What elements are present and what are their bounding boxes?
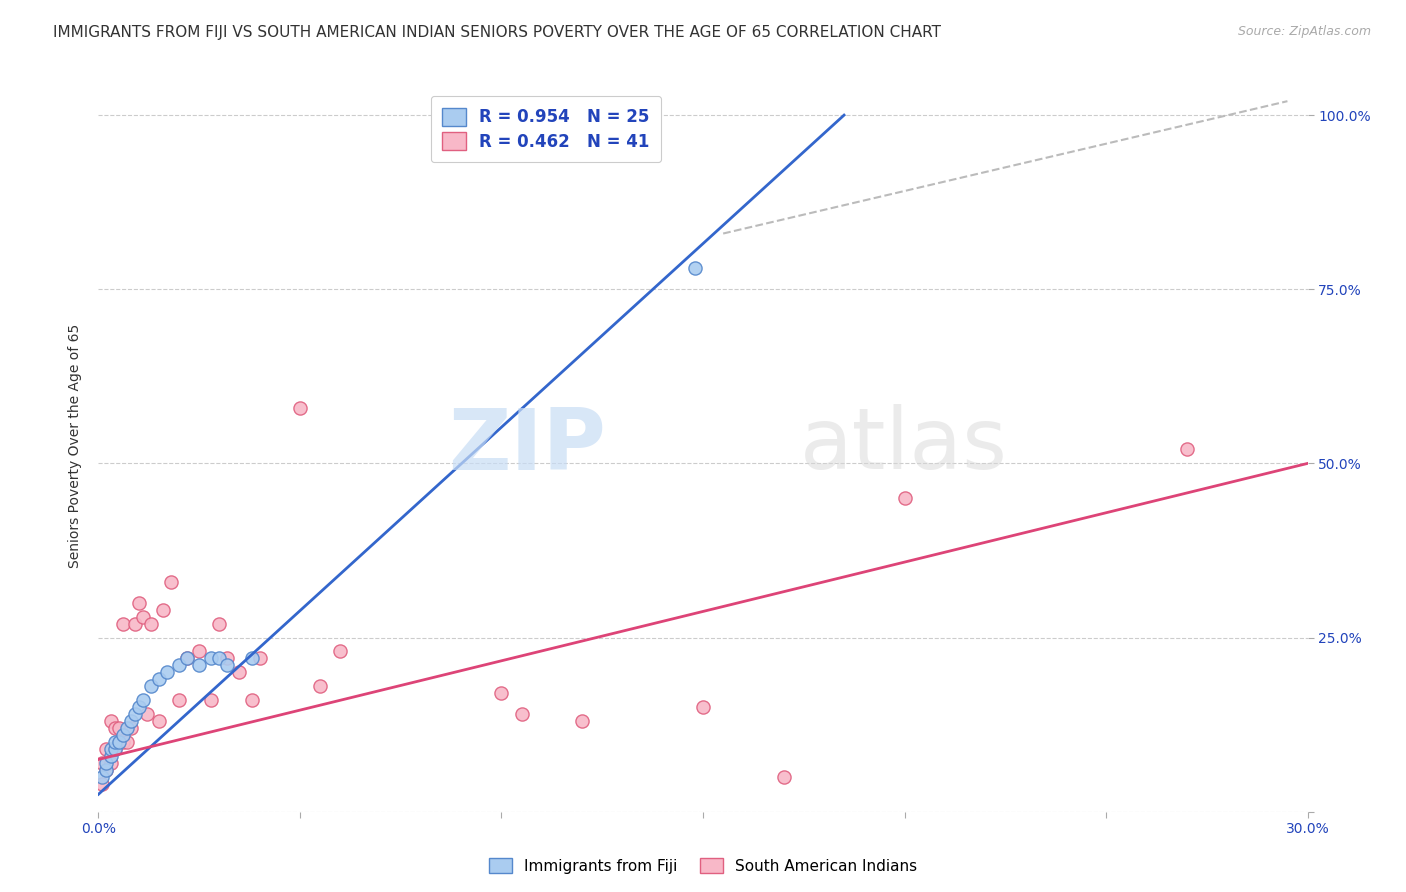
Point: [188, 658, 211, 673]
Point: [128, 596, 150, 610]
Point: [148, 673, 170, 687]
Point: [692, 700, 714, 714]
Point: [167, 693, 190, 707]
Point: [91, 756, 114, 770]
Y-axis label: Seniors Poverty Over the Age of 65: Seniors Poverty Over the Age of 65: [69, 324, 83, 568]
Point: [100, 756, 122, 770]
Point: [160, 574, 183, 589]
Point: [120, 721, 142, 735]
Point: [96, 756, 118, 770]
Point: [167, 658, 190, 673]
Point: [217, 658, 239, 673]
Point: [510, 707, 533, 722]
Point: [208, 616, 231, 631]
Point: [115, 721, 138, 735]
Point: [128, 700, 150, 714]
Point: [100, 749, 122, 764]
Point: [100, 742, 122, 756]
Point: [240, 651, 263, 665]
Point: [139, 616, 162, 631]
Point: [91, 770, 114, 784]
Point: [124, 616, 146, 631]
Point: [103, 742, 125, 756]
Point: [111, 616, 134, 631]
Point: [96, 742, 118, 756]
Point: [683, 261, 706, 276]
Point: [96, 763, 118, 777]
Point: [103, 742, 125, 756]
Point: [217, 651, 239, 665]
Point: [115, 735, 138, 749]
Legend: R = 0.954   N = 25, R = 0.462   N = 41: R = 0.954 N = 25, R = 0.462 N = 41: [430, 96, 661, 162]
Point: [111, 728, 134, 742]
Point: [893, 491, 915, 506]
Point: [329, 644, 352, 658]
Point: [132, 609, 155, 624]
Point: [135, 707, 157, 722]
Point: [139, 679, 162, 693]
Point: [208, 651, 231, 665]
Point: [228, 665, 250, 680]
Point: [200, 693, 222, 707]
Point: [124, 707, 146, 722]
Point: [1175, 442, 1198, 457]
Point: [288, 401, 311, 415]
Point: [200, 651, 222, 665]
Point: [103, 721, 125, 735]
Point: [571, 714, 593, 728]
Point: [107, 721, 129, 735]
Point: [240, 693, 263, 707]
Point: [103, 735, 125, 749]
Point: [188, 644, 211, 658]
Point: [111, 735, 134, 749]
Text: atlas: atlas: [800, 404, 1008, 488]
Point: [156, 665, 179, 680]
Point: [309, 679, 332, 693]
Point: [249, 651, 271, 665]
Text: Source: ZipAtlas.com: Source: ZipAtlas.com: [1237, 25, 1371, 38]
Text: ZIP: ZIP: [449, 404, 606, 488]
Point: [107, 735, 129, 749]
Text: IMMIGRANTS FROM FIJI VS SOUTH AMERICAN INDIAN SENIORS POVERTY OVER THE AGE OF 65: IMMIGRANTS FROM FIJI VS SOUTH AMERICAN I…: [53, 25, 942, 40]
Point: [148, 714, 170, 728]
Point: [152, 603, 174, 617]
Point: [132, 693, 155, 707]
Point: [100, 714, 122, 728]
Point: [176, 651, 198, 665]
Point: [120, 714, 142, 728]
Point: [91, 777, 114, 791]
Point: [491, 686, 513, 700]
Point: [96, 763, 118, 777]
Point: [107, 735, 129, 749]
Legend: Immigrants from Fiji, South American Indians: Immigrants from Fiji, South American Ind…: [482, 852, 924, 880]
Point: [176, 651, 198, 665]
Point: [772, 770, 794, 784]
